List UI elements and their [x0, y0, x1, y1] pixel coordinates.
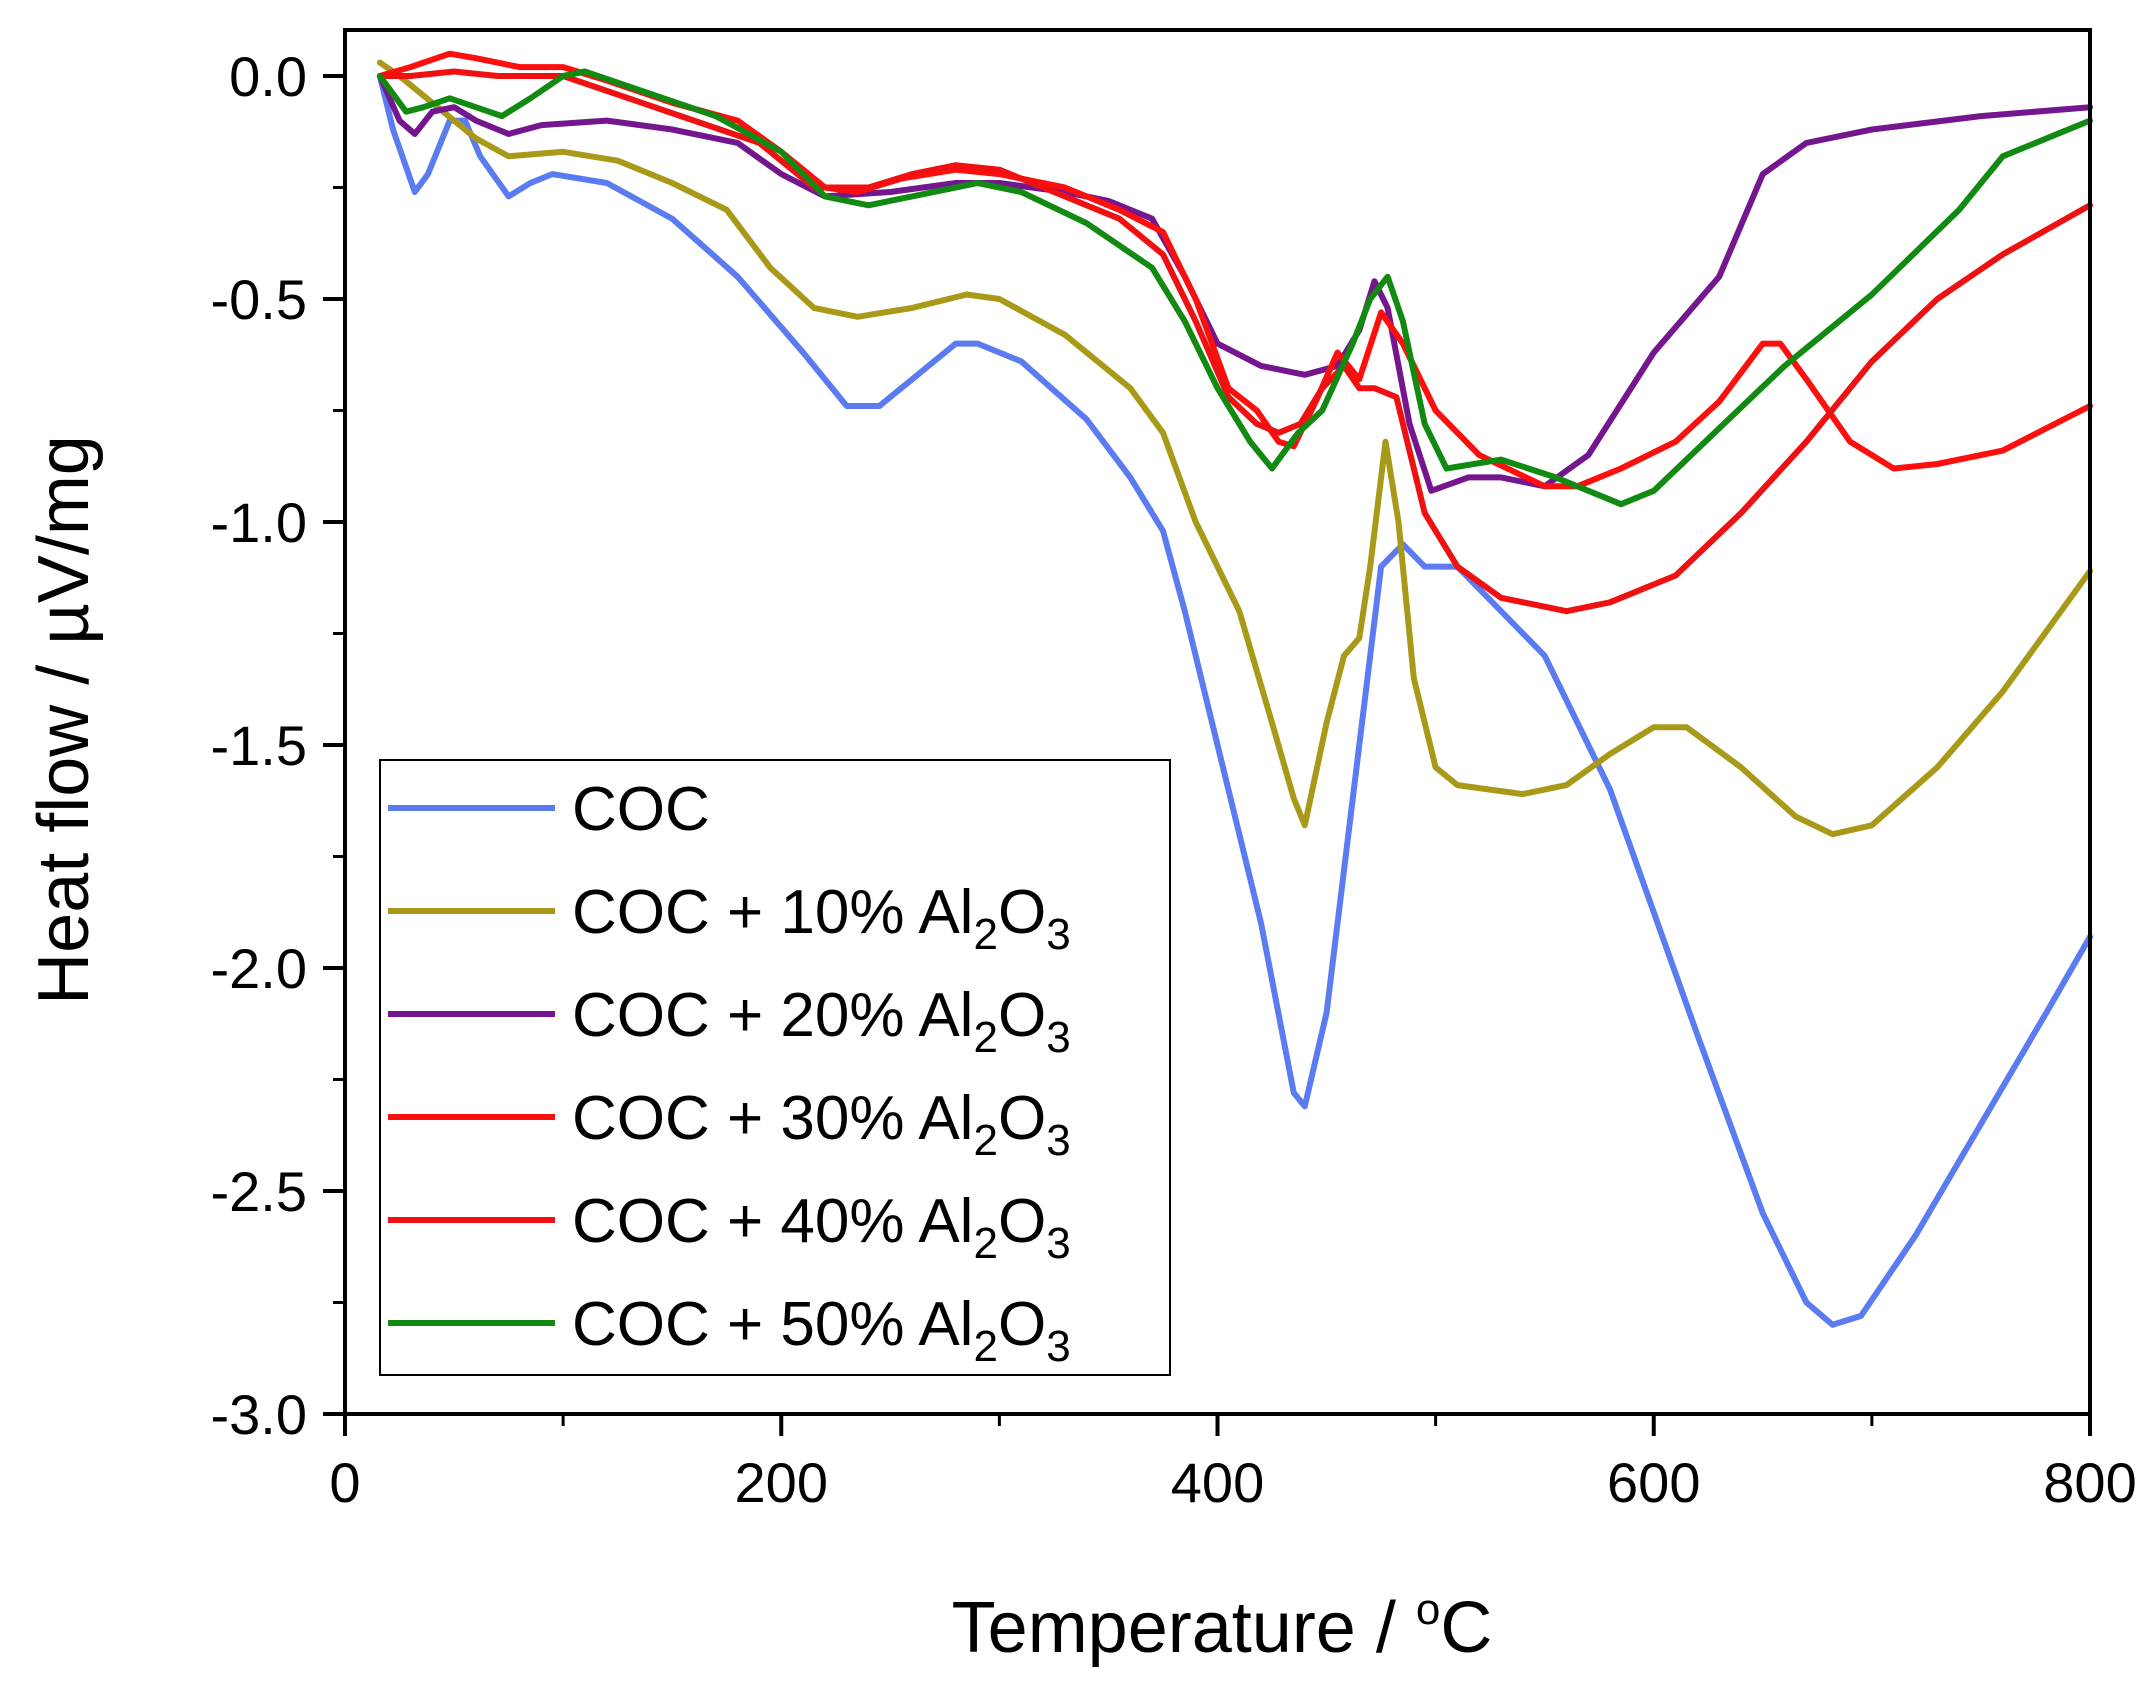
y-tick-label: -1.5 [211, 714, 308, 777]
legend-label-element: O [998, 878, 1046, 947]
legend-label-element: O [998, 1084, 1046, 1153]
legend-label-main: COC + 30% Al [572, 1084, 973, 1153]
legend-label-main: COC + 50% Al [572, 1290, 973, 1359]
legend-label-main: COC + 10% Al [572, 878, 973, 947]
legend-label: COC + 30% Al2O3 [572, 1084, 1071, 1165]
legend-item-1: COC [388, 775, 710, 844]
legend-label-subscript: 3 [1046, 1013, 1070, 1062]
series-layer [376, 50, 2093, 1328]
x-tick-label: 200 [735, 1451, 828, 1514]
y-tick-label: -3.0 [211, 1383, 308, 1446]
legend-label-main: COC + 20% Al [572, 981, 973, 1050]
legend-label-subscript: 3 [1046, 1116, 1070, 1165]
series-line-3 [376, 73, 2093, 494]
legend-label-main: COC + 40% Al [572, 1187, 973, 1256]
legend-item-3: COC + 20% Al2O3 [388, 981, 1071, 1062]
y-tick-label: -2.5 [211, 1160, 308, 1223]
legend-label: COC + 40% Al2O3 [572, 1187, 1071, 1268]
y-tick-label: -1.0 [211, 491, 308, 554]
series-line-6 [376, 68, 2093, 508]
x-tick-label: 0 [329, 1451, 360, 1514]
series-line-5 [376, 68, 2093, 615]
legend-label-subscript: 2 [973, 1013, 997, 1062]
y-tick-label: -2.0 [211, 937, 308, 1000]
legend-label-subscript: 3 [1046, 1219, 1070, 1268]
legend-label: COC [572, 775, 710, 844]
legend-label-subscript: 2 [973, 910, 997, 959]
legend-item-2: COC + 10% Al2O3 [388, 878, 1071, 959]
x-tick-label: 800 [2043, 1451, 2136, 1514]
y-axis: 0.0 -0.5 -1.0 -1.5 -2.0 -2.5 -3.0 [211, 45, 345, 1446]
legend-item-6: COC + 50% Al2O3 [388, 1290, 1071, 1371]
series-line-1 [376, 73, 2093, 1328]
legend-label-subscript: 2 [973, 1322, 997, 1371]
plot-area [343, 28, 2093, 1416]
legend-label-subscript: 3 [1046, 1322, 1070, 1371]
x-tick-label: 400 [1171, 1451, 1264, 1514]
x-axis-title-degree: o [1416, 1585, 1440, 1634]
y-tick-label: 0.0 [229, 45, 307, 108]
x-axis-title: Temperature / oC [952, 1585, 1493, 1668]
x-tick-label: 600 [1607, 1451, 1700, 1514]
y-axis-title: Heat flow / µV/mg [24, 435, 104, 1005]
legend-label: COC + 10% Al2O3 [572, 878, 1071, 959]
legend-box [379, 759, 1171, 1376]
x-axis-title-main: Temperature / [952, 1588, 1416, 1668]
legend-label-subscript: 2 [973, 1219, 997, 1268]
x-axis-title-unit: C [1440, 1588, 1492, 1668]
legend-label-element: O [998, 1290, 1046, 1359]
legend-item-5: COC + 40% Al2O3 [388, 1187, 1071, 1268]
legend-label-subscript: 2 [973, 1116, 997, 1165]
legend-label-element: O [998, 1187, 1046, 1256]
legend-item-4: COC + 30% Al2O3 [388, 1084, 1071, 1165]
legend-label-subscript: 3 [1046, 910, 1070, 959]
legend-label-element: O [998, 981, 1046, 1050]
y-tick-label: -0.5 [211, 268, 308, 331]
series-line-2 [376, 59, 2093, 838]
x-axis: 0 200 400 600 800 [329, 1414, 2137, 1514]
legend-label: COC + 50% Al2O3 [572, 1290, 1071, 1371]
legend-label-main: COC [572, 775, 710, 844]
legend-label: COC + 20% Al2O3 [572, 981, 1071, 1062]
